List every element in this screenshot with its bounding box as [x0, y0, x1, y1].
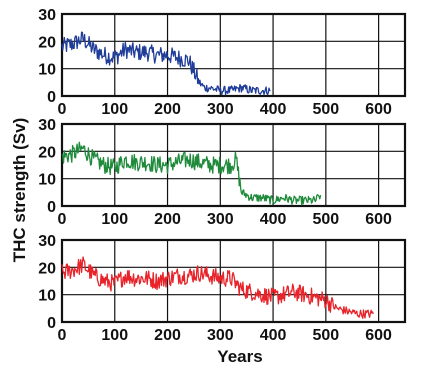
y-tick-label-10: 10 — [38, 62, 56, 79]
y-axis-title: THC strength (Sv) — [10, 118, 29, 263]
x-tick-label-300: 300 — [207, 101, 234, 118]
y-tick-label-30: 30 — [38, 7, 56, 24]
chart-panel-2: 0 100 200 300 400 500 600 0 10 20 30 — [38, 117, 407, 228]
panel-frame — [60, 122, 407, 208]
series-line-1 — [61, 31, 271, 96]
y-tick-label-20: 20 — [38, 144, 56, 161]
x-tick-label-0: 0 — [58, 211, 67, 228]
x-tick-label-400: 400 — [260, 211, 287, 228]
y-tick-label-0: 0 — [47, 315, 56, 332]
x-tick-label-600: 600 — [365, 101, 392, 118]
panel-frame — [60, 238, 407, 324]
x-tick-label-100: 100 — [101, 211, 128, 228]
y-tick-label-30: 30 — [38, 117, 56, 134]
x-tick-label-0: 0 — [58, 101, 67, 118]
x-tick-label-500: 500 — [312, 211, 339, 228]
x-tick-label-200: 200 — [154, 327, 181, 344]
y-tick-label-30: 30 — [38, 233, 56, 250]
x-tick-label-500: 500 — [312, 327, 339, 344]
x-tick-label-400: 400 — [260, 327, 287, 344]
x-tick-label-300: 300 — [207, 327, 234, 344]
x-tick-label-400: 400 — [260, 101, 287, 118]
x-tick-label-100: 100 — [101, 101, 128, 118]
x-axis-title: Years — [217, 347, 262, 366]
chart-panel-3: 0 100 200 300 400 500 600 0 10 20 30 — [38, 233, 407, 344]
x-tick-label-0: 0 — [58, 327, 67, 344]
series-line-3 — [61, 256, 374, 319]
y-tick-label-0: 0 — [47, 199, 56, 216]
x-tick-label-200: 200 — [154, 211, 181, 228]
x-tick-label-500: 500 — [312, 101, 339, 118]
y-tick-label-20: 20 — [38, 260, 56, 277]
x-tick-label-300: 300 — [207, 211, 234, 228]
panel-frame — [60, 12, 407, 98]
y-tick-label-10: 10 — [38, 288, 56, 305]
series-line-2 — [61, 141, 322, 206]
y-tick-label-10: 10 — [38, 172, 56, 189]
x-tick-label-600: 600 — [365, 327, 392, 344]
y-tick-label-20: 20 — [38, 34, 56, 51]
x-tick-label-200: 200 — [154, 101, 181, 118]
y-tick-label-0: 0 — [47, 89, 56, 106]
x-tick-label-100: 100 — [101, 327, 128, 344]
chart-panel-1: 0 100 200 300 400 500 600 0 10 20 30 — [38, 7, 407, 118]
x-tick-label-600: 600 — [365, 211, 392, 228]
